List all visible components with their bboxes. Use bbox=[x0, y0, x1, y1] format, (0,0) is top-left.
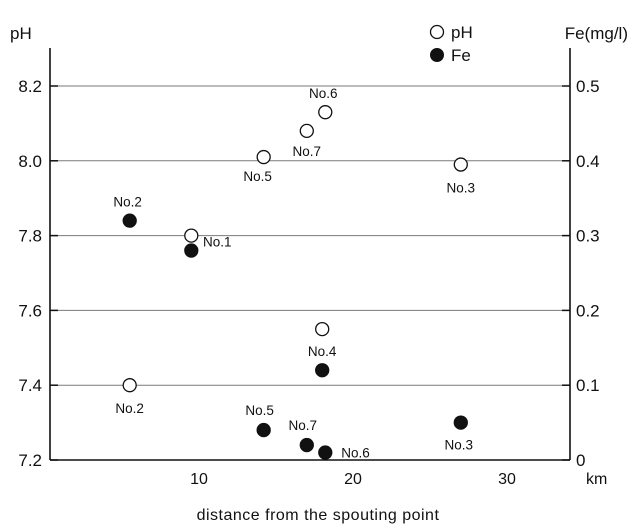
ph-point-no3 bbox=[453, 157, 468, 172]
fe-point-no4 bbox=[315, 363, 330, 378]
legend-ph-marker bbox=[429, 24, 445, 40]
ph-label-no6: No.6 bbox=[309, 86, 338, 101]
y-left-tick-label: 7.6 bbox=[18, 301, 42, 320]
x-axis-title: distance from the spouting point bbox=[197, 507, 440, 524]
legend: pH Fe bbox=[429, 23, 473, 65]
fe-point-no6 bbox=[318, 445, 333, 460]
fe-label-no3: No.3 bbox=[445, 438, 474, 453]
ph-point-no1 bbox=[184, 228, 199, 243]
legend-ph-label: pH bbox=[451, 23, 473, 42]
point-labels: No.1 No.2 No.3 No.4 No.5 No.6 No.7 No.2 No.3 No.5… bbox=[113, 86, 475, 460]
fe-point-no3 bbox=[453, 415, 468, 430]
y-axis-right-title: Fe(mg/l) bbox=[565, 24, 628, 43]
ph-point-no7 bbox=[299, 123, 314, 139]
legend-fe-marker bbox=[430, 48, 444, 62]
ph-label-no7: No.7 bbox=[293, 144, 322, 159]
ph-label-no4: No.4 bbox=[308, 344, 337, 359]
ph-label-no3: No.3 bbox=[447, 181, 476, 196]
y-left-tick-label: 7.2 bbox=[18, 451, 42, 470]
axes bbox=[49, 48, 571, 461]
y-left-tick-label: 7.4 bbox=[18, 376, 42, 395]
y-right-tick-label: 0.1 bbox=[576, 376, 600, 395]
y-right-tick-label: 0.5 bbox=[576, 77, 600, 96]
x-tick-label: 10 bbox=[190, 471, 208, 488]
fe-label-no5: No.5 bbox=[245, 403, 274, 418]
fe-point-no5 bbox=[256, 422, 271, 438]
y-right-tick-label: 0.3 bbox=[576, 227, 600, 246]
legend-fe-label: Fe bbox=[451, 46, 471, 65]
ph-label-no1: No.1 bbox=[203, 235, 232, 250]
x-tick-label: 30 bbox=[498, 471, 516, 488]
ph-point-no5 bbox=[256, 149, 271, 165]
y-right-tick-label: 0.2 bbox=[576, 301, 600, 320]
y-right-tick-label: 0 bbox=[576, 451, 585, 470]
ph-point-no2 bbox=[122, 378, 137, 393]
fe-point-no1 bbox=[184, 243, 199, 258]
y-right-tick-label: 0.4 bbox=[576, 152, 600, 171]
y-left-tick-label: 8.2 bbox=[18, 77, 42, 96]
fe-label-no2: No.2 bbox=[113, 195, 142, 210]
x-axis-unit: km bbox=[586, 471, 607, 488]
ph-label-no5: No.5 bbox=[243, 169, 272, 184]
y-left-tick-label: 7.8 bbox=[18, 227, 42, 246]
fe-point-no2 bbox=[122, 213, 137, 228]
x-tick-label: 20 bbox=[344, 471, 362, 488]
ph-point-no4 bbox=[315, 321, 330, 337]
fe-label-no6: No.6 bbox=[341, 446, 370, 461]
ph-label-no2: No.2 bbox=[115, 401, 144, 416]
tick-labels: 7.2 7.4 7.6 7.8 8.0 8.2 0 0.1 0.2 0.3 0.4 0.5 10 20 30 bbox=[18, 77, 599, 488]
fe-label-no7: No.7 bbox=[289, 418, 318, 433]
gridlines bbox=[50, 85, 570, 386]
y-left-tick-label: 8.0 bbox=[18, 152, 42, 171]
ph-point-no6 bbox=[318, 105, 333, 120]
data-points bbox=[122, 105, 468, 460]
y-axis-left-title: pH bbox=[10, 24, 32, 43]
fe-point-no7 bbox=[299, 437, 314, 453]
